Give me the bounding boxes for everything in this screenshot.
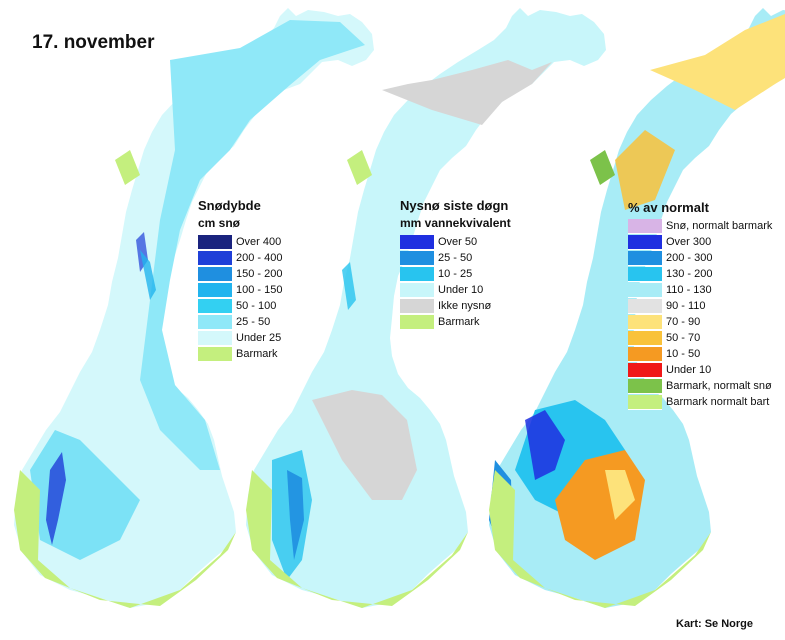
legend-swatch <box>198 346 232 362</box>
legend-label: 150 - 200 <box>236 268 283 280</box>
legend-label: 200 - 400 <box>236 252 283 264</box>
legend-label: Barmark normalt bart <box>666 396 770 408</box>
legend-item: Under 10 <box>628 362 772 378</box>
legend-swatch <box>198 234 232 250</box>
legend-label: 130 - 200 <box>666 268 713 280</box>
legend-title: Nysnø siste døgn <box>400 198 509 213</box>
legend-label: 70 - 90 <box>666 316 701 328</box>
legend-item: Barmark <box>400 314 511 330</box>
legend-swatch <box>628 266 662 282</box>
legend-item: Under 25 <box>198 330 282 346</box>
legend-swatch <box>198 298 232 314</box>
legend-percent-normal: % av normalt Snø, normalt barmark Over 30… <box>628 200 772 410</box>
legend-new-snow: Nysnø siste døgn mm vannekvivalent Over … <box>400 198 511 330</box>
legend-subtitle: mm vannekvivalent <box>400 216 511 230</box>
legend-item: Snø, normalt barmark <box>628 218 772 234</box>
legend-item: 200 - 300 <box>628 250 772 266</box>
legend-item: 50 - 100 <box>198 298 282 314</box>
legend-item: Over 50 <box>400 234 511 250</box>
legend-label: Over 50 <box>438 236 478 248</box>
legend-swatch <box>400 282 434 298</box>
legend-item: Over 400 <box>198 234 282 250</box>
legend-swatch <box>198 314 232 330</box>
legend-swatch <box>198 266 232 282</box>
legend-swatch <box>628 378 662 394</box>
legend-label: 50 - 100 <box>236 300 277 312</box>
legend-item: Under 10 <box>400 282 511 298</box>
legend-label: 100 - 150 <box>236 284 283 296</box>
legend-label: 200 - 300 <box>666 252 713 264</box>
legend-item: 70 - 90 <box>628 314 772 330</box>
legend-item: Barmark normalt bart <box>628 394 772 410</box>
legend-item: 25 - 50 <box>400 250 511 266</box>
legend-label: Under 25 <box>236 332 282 344</box>
legend-item: 200 - 400 <box>198 250 282 266</box>
legend-title: Snødybde <box>198 198 261 213</box>
legend-swatch <box>628 330 662 346</box>
legend-swatch <box>198 330 232 346</box>
legend-item: 10 - 25 <box>400 266 511 282</box>
legend-label: Barmark <box>438 316 480 328</box>
legend-label: Under 10 <box>666 364 712 376</box>
legend-swatch <box>198 282 232 298</box>
legend-label: Over 300 <box>666 236 712 248</box>
legend-swatch <box>628 218 662 234</box>
legend-subtitle: cm snø <box>198 216 241 230</box>
map-snow-depth <box>14 8 374 608</box>
legend-swatch <box>400 250 434 266</box>
legend-item: Barmark, normalt snø <box>628 378 772 394</box>
legend-item: Ikke nysnø <box>400 298 511 314</box>
legend-swatch <box>628 362 662 378</box>
legend-items: Over 50 25 - 50 10 - 25 Under 10 Ikke nysnø B… <box>400 234 511 330</box>
legend-label: 50 - 70 <box>666 332 701 344</box>
legend-item: 90 - 110 <box>628 298 772 314</box>
legend-swatch <box>628 314 662 330</box>
legend-swatch <box>400 314 434 330</box>
legend-item: 50 - 70 <box>628 330 772 346</box>
legend-swatch <box>400 266 434 282</box>
legend-label: 10 - 50 <box>666 348 701 360</box>
legend-swatch <box>628 234 662 250</box>
legend-swatch <box>628 298 662 314</box>
legend-items: Snø, normalt barmark Over 300 200 - 300 130… <box>628 218 772 410</box>
legend-item: 25 - 50 <box>198 314 282 330</box>
legend-label: 90 - 110 <box>666 300 706 312</box>
legend-swatch <box>400 234 434 250</box>
legend-title: % av normalt <box>628 200 709 215</box>
legend-label: Ikke nysnø <box>438 300 492 312</box>
legend-label: Over 400 <box>236 236 282 248</box>
legend-item: 100 - 150 <box>198 282 282 298</box>
legend-swatch <box>628 282 662 298</box>
legend-label: Barmark <box>236 348 278 360</box>
map-new-snow <box>246 8 606 608</box>
legend-label: 25 - 50 <box>438 252 473 264</box>
legend-label: 110 - 130 <box>666 284 712 296</box>
legend-swatch <box>628 394 662 410</box>
legend-label: 10 - 25 <box>438 268 473 280</box>
legend-label: 25 - 50 <box>236 316 271 328</box>
legend-label: Barmark, normalt snø <box>666 380 772 392</box>
legend-item: 150 - 200 <box>198 266 282 282</box>
legend-swatch <box>628 250 662 266</box>
legend-snow-depth: Snødybde cm snø Over 400 200 - 400 150 - 2… <box>198 198 282 362</box>
legend-swatch <box>198 250 232 266</box>
legend-swatch <box>628 346 662 362</box>
legend-item: 130 - 200 <box>628 266 772 282</box>
legend-item: Barmark <box>198 346 282 362</box>
legend-item: 10 - 50 <box>628 346 772 362</box>
legend-swatch <box>400 298 434 314</box>
map-credit: Kart: Se Norge <box>676 618 754 630</box>
legend-items: Over 400 200 - 400 150 - 200 100 - 150 50 - … <box>198 234 282 362</box>
legend-item: 110 - 130 <box>628 282 772 298</box>
legend-item: Over 300 <box>628 234 772 250</box>
map-date: 17. november <box>32 32 155 53</box>
map-percent-normal <box>489 8 785 608</box>
legend-label: Snø, normalt barmark <box>666 220 773 232</box>
legend-label: Under 10 <box>438 284 484 296</box>
